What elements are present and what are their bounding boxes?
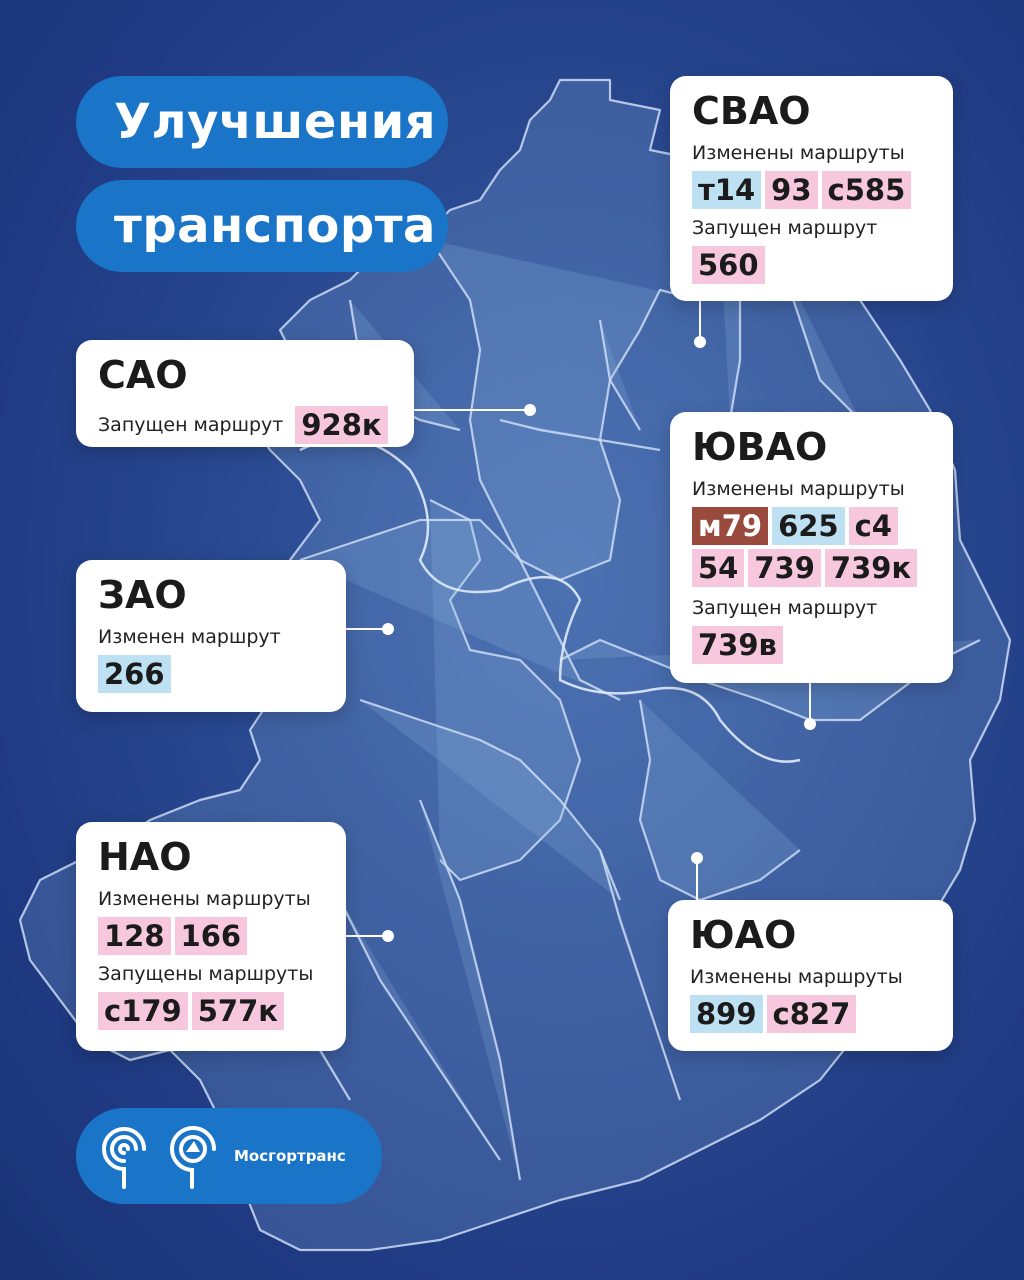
route-chip: 93 (765, 170, 818, 209)
yuvao-title: ЮВАО (692, 425, 828, 469)
mosgortrans-logo-icon (170, 1126, 216, 1189)
route-chip: 560 (692, 245, 765, 284)
route-chip: с179 (98, 991, 188, 1030)
svao-section-1-label: Изменены маршруты (692, 142, 905, 164)
route-chip: 899 (690, 994, 763, 1033)
route-chip: с827 (766, 994, 857, 1033)
title-line-1: Улучшения (76, 76, 448, 168)
svao-leader-line (699, 300, 701, 342)
svao-section-2-label: Запущен маршрут (692, 216, 878, 239)
yuvao-card: ЮВАО Изменены маршруты м79 625 с4 54 739 739к… (670, 412, 953, 683)
yuvao-section-1-label: Изменены маршруты (692, 478, 905, 500)
nao-section-1-chips: 128 166 (98, 916, 324, 955)
sao-card: САО Запущен маршрут 928к (76, 340, 414, 447)
zao-map-marker (382, 623, 394, 635)
svao-title: СВАО (692, 89, 811, 133)
yuao-section-1-chips: 899 с827 (690, 994, 931, 1033)
route-chip: 739 (748, 548, 821, 587)
yuvao-section-2-chips: 739в (692, 625, 931, 664)
svao-section-2-chips: 560 (692, 245, 931, 284)
route-chip: 166 (174, 916, 248, 955)
route-chip: 266 (98, 654, 171, 693)
route-chip: т14 (692, 170, 762, 209)
yuao-title: ЮАО (690, 913, 797, 957)
route-chip: м79 (692, 506, 769, 545)
svao-map-marker (694, 336, 706, 348)
route-chip: 928к (295, 406, 388, 444)
sao-title: САО (98, 353, 188, 397)
title-line-2: транспорта (76, 180, 448, 272)
yuvao-map-marker (804, 718, 816, 730)
svao-section-1-chips: т14 93 с585 (692, 170, 931, 209)
yuao-card: ЮАО Изменены маршруты 899 с827 (668, 900, 953, 1051)
yuao-section-1-label: Изменены маршруты (690, 966, 903, 988)
route-chip: 54 (692, 548, 745, 587)
route-chip: с585 (821, 170, 912, 209)
sao-map-marker (524, 404, 536, 416)
route-chip: с4 (848, 506, 898, 545)
svao-card: СВАО Изменены маршруты т14 93 с585 Запущен… (670, 76, 953, 301)
zao-section-1-label: Изменен маршрут (98, 626, 281, 648)
route-chip: 739в (692, 625, 783, 664)
route-chip: 577к (191, 991, 284, 1030)
nao-leader-line (346, 935, 388, 937)
zao-section-1-chips: 266 (98, 654, 324, 693)
yuao-map-marker (691, 852, 703, 864)
yuvao-leader-line (809, 682, 811, 724)
moscow-transport-logo-icon (102, 1127, 146, 1189)
logo-text: Мосгортранс (234, 1147, 346, 1165)
sao-leader-line (414, 409, 528, 411)
nao-card: НАО Изменены маршруты 128 166 Запущены ма… (76, 822, 346, 1051)
route-chip: 625 (772, 506, 845, 545)
zao-card: ЗАО Изменен маршрут 266 (76, 560, 346, 712)
route-chip: 128 (98, 916, 171, 955)
route-chip: 739к (824, 548, 918, 587)
zao-leader-line (346, 628, 388, 630)
zao-title: ЗАО (98, 573, 187, 617)
nao-map-marker (382, 930, 394, 942)
nao-section-1-label: Изменены маршруты (98, 888, 311, 910)
yuao-leader-line (696, 858, 698, 900)
yuvao-section-2-label: Запущен маршрут (692, 596, 878, 619)
sao-section-1-label: Запущен маршрут (98, 413, 284, 436)
sao-section-1-chips: 928к (295, 406, 388, 444)
yuvao-section-1-chips: м79 625 с4 54 739 739к (692, 506, 931, 587)
nao-section-2-label: Запущены маршруты (98, 962, 314, 985)
logo-block: Мосгортранс (76, 1108, 382, 1204)
nao-section-2-chips: с179 577к (98, 991, 324, 1030)
nao-title: НАО (98, 835, 192, 879)
